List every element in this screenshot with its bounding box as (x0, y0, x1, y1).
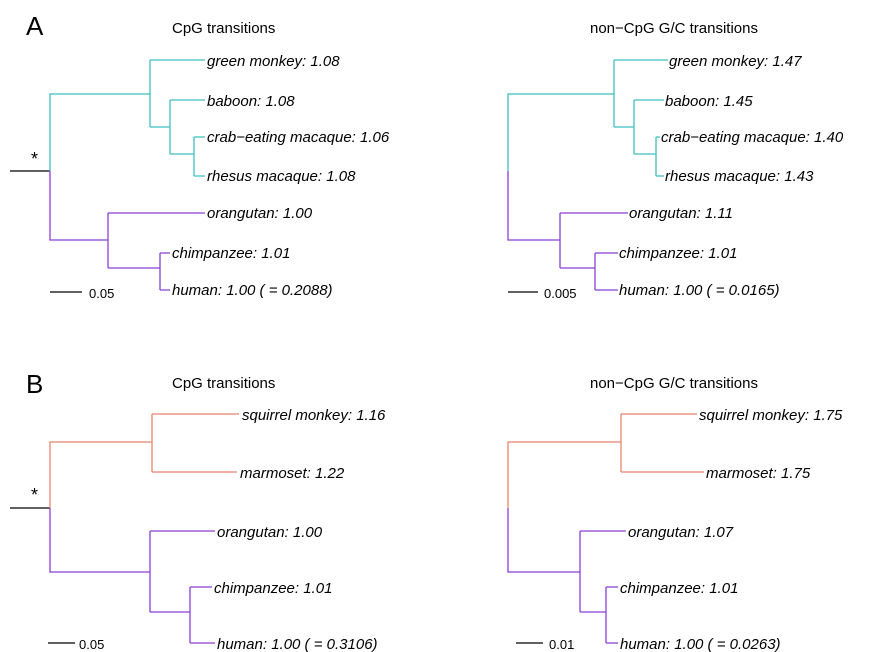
leaf-label: squirrel monkey: 1.75 (699, 407, 843, 424)
panel-letter-b: B (26, 369, 43, 399)
root-marker: * (31, 485, 38, 505)
clade-old-world-monkeys (507, 59, 668, 177)
clade-old-world-monkeys (49, 59, 205, 177)
tree-a-noncpg: non−CpG G/C transitions green monkey: 1.… (507, 20, 844, 301)
clade-new-world-monkeys (507, 413, 704, 508)
root-marker: * (31, 149, 38, 169)
leaf-label: orangutan: 1.11 (629, 205, 733, 222)
leaf-label: rhesus macaque: 1.43 (665, 168, 814, 185)
tree-b-cpg: CpG transitions * squirrel monkey: 1.16 … (10, 375, 386, 652)
panel-letter-a: A (26, 11, 44, 41)
leaf-label: human: 1.00 ( = 0.3106) (217, 636, 378, 652)
tree-title: non−CpG G/C transitions (590, 20, 758, 37)
leaf-label: green monkey: 1.47 (669, 53, 802, 70)
tree-title: non−CpG G/C transitions (590, 375, 758, 392)
tree-a-cpg: CpG transitions * green monkey: 1.08 bab… (10, 20, 390, 301)
leaf-label: baboon: 1.45 (665, 93, 753, 110)
clade-great-apes (49, 508, 215, 644)
leaf-label: chimpanzee: 1.01 (214, 580, 332, 597)
scale-bar-label: 0.005 (544, 286, 577, 301)
leaf-label: rhesus macaque: 1.08 (207, 168, 356, 185)
clade-great-apes (507, 171, 628, 291)
panel-b: B CpG transitions * squirrel monkey: 1.1… (10, 369, 843, 652)
leaf-label: baboon: 1.08 (207, 93, 295, 110)
leaf-label: orangutan: 1.07 (628, 524, 734, 541)
tree-title: CpG transitions (172, 20, 275, 37)
tree-title: CpG transitions (172, 375, 275, 392)
leaf-label: marmoset: 1.22 (240, 465, 345, 482)
leaf-label: marmoset: 1.75 (706, 465, 811, 482)
clade-great-apes (507, 508, 626, 644)
scale-bar-label: 0.05 (79, 637, 104, 652)
leaf-label: orangutan: 1.00 (207, 205, 313, 222)
leaf-label: chimpanzee: 1.01 (172, 245, 290, 262)
leaf-label: crab−eating macaque: 1.40 (661, 129, 844, 146)
leaf-label: human: 1.00 ( = 0.2088) (172, 282, 333, 299)
leaf-label: chimpanzee: 1.01 (619, 245, 737, 262)
scale-bar-label: 0.05 (89, 286, 114, 301)
leaf-label: human: 1.00 ( = 0.0165) (619, 282, 780, 299)
tree-b-noncpg: non−CpG G/C transitions squirrel monkey:… (507, 375, 843, 652)
leaf-label: crab−eating macaque: 1.06 (207, 129, 390, 146)
clade-new-world-monkeys (49, 413, 239, 508)
leaf-label: orangutan: 1.00 (217, 524, 323, 541)
leaf-label: chimpanzee: 1.01 (620, 580, 738, 597)
leaf-label: human: 1.00 ( = 0.0263) (620, 636, 781, 652)
leaf-label: squirrel monkey: 1.16 (242, 407, 386, 424)
leaf-label: green monkey: 1.08 (207, 53, 340, 70)
clade-great-apes (49, 171, 205, 291)
panel-a: A CpG transitions * green monkey: 1.08 b… (10, 11, 844, 301)
scale-bar-label: 0.01 (549, 637, 574, 652)
